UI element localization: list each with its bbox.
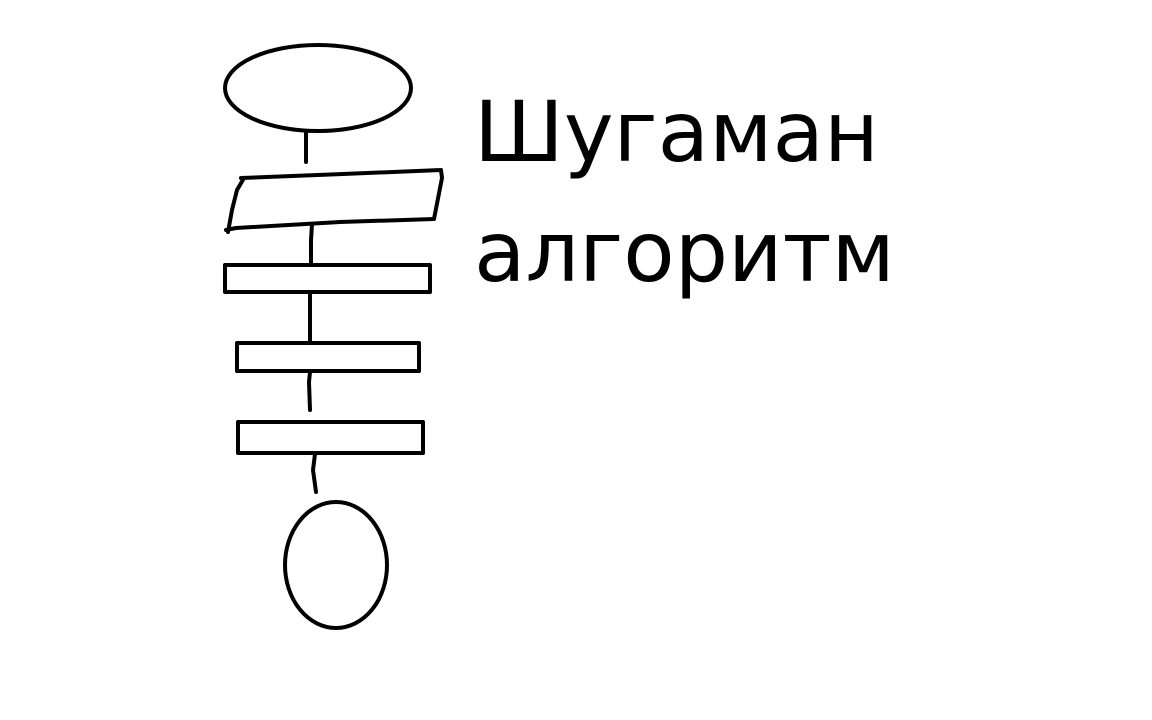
title-line-1: Шугаман xyxy=(474,83,879,181)
process-box-3 xyxy=(236,420,425,455)
connector-input-step1 xyxy=(309,222,314,266)
diagram-title: Шугаман алгоритм xyxy=(474,72,895,312)
process-box-2 xyxy=(235,341,421,373)
end-oval xyxy=(283,500,389,630)
connector-step3-end xyxy=(311,452,318,494)
title-line-2: алгоритм xyxy=(474,203,895,301)
process-box-1 xyxy=(223,263,432,294)
start-oval xyxy=(223,43,413,133)
input-parallelogram xyxy=(224,168,444,234)
connector-step2-step3 xyxy=(307,370,312,412)
